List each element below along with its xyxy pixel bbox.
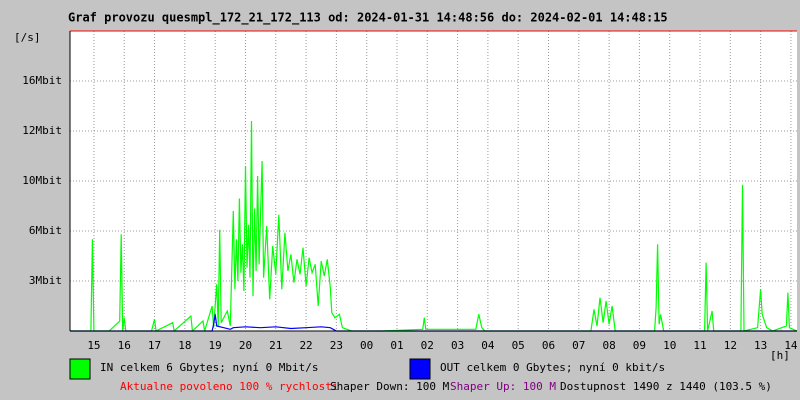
x-tick-label: 07 [572, 339, 585, 352]
x-tick-label: 01 [390, 339, 403, 352]
x-tick-label: 17 [148, 339, 161, 352]
x-tick-label: 03 [451, 339, 464, 352]
x-tick-label: 15 [87, 339, 100, 352]
x-tick-label: 02 [421, 339, 434, 352]
x-tick-label: 06 [542, 339, 555, 352]
y-tick-label: 6Mbit [29, 224, 62, 237]
x-tick-label: 04 [481, 339, 495, 352]
series-line [70, 314, 797, 332]
x-tick-label: 12 [724, 339, 737, 352]
x-tick-label: 13 [754, 339, 767, 352]
legend-label: OUT celkem 0 Gbytes; nyní 0 kbit/s [440, 361, 665, 374]
note: Shaper Down: 100 M [330, 380, 450, 393]
x-tick-label: 14 [784, 339, 798, 352]
x-tick-label: 10 [663, 339, 676, 352]
series-line [70, 120, 798, 333]
legend-swatch [69, 358, 91, 380]
note: Aktualne povoleno 100 % rychlosti [120, 380, 339, 393]
x-tick-label: 19 [209, 339, 222, 352]
x-tick-label: 22 [299, 339, 312, 352]
x-axis-label: [h] [770, 349, 790, 362]
x-tick-label: 16 [118, 339, 131, 352]
x-tick-label: 23 [330, 339, 343, 352]
y-tick-label: 12Mbit [22, 124, 62, 137]
x-tick-label: 05 [512, 339, 525, 352]
y-tick-label: 10Mbit [22, 174, 62, 187]
note: Dostupnost 1490 z 1440 (103.5 %) [560, 380, 772, 393]
chart-title: Graf provozu quesmpl_172_21_172_113 od: … [68, 11, 668, 26]
legend-swatch [409, 358, 431, 380]
x-tick-label: 08 [602, 339, 615, 352]
legend-label: IN celkem 6 Gbytes; nyní 0 Mbit/s [100, 361, 319, 374]
x-tick-label: 21 [269, 339, 282, 352]
y-axis-label: [/s] [14, 31, 41, 44]
note: Shaper Up: 100 M [450, 380, 556, 393]
x-tick-label: 09 [633, 339, 646, 352]
x-tick-label: 00 [360, 339, 373, 352]
x-tick-label: 11 [693, 339, 706, 352]
x-tick-label: 20 [239, 339, 252, 352]
x-tick-label: 18 [178, 339, 191, 352]
y-tick-label: 16Mbit [22, 74, 62, 87]
y-tick-label: 3Mbit [29, 274, 62, 287]
